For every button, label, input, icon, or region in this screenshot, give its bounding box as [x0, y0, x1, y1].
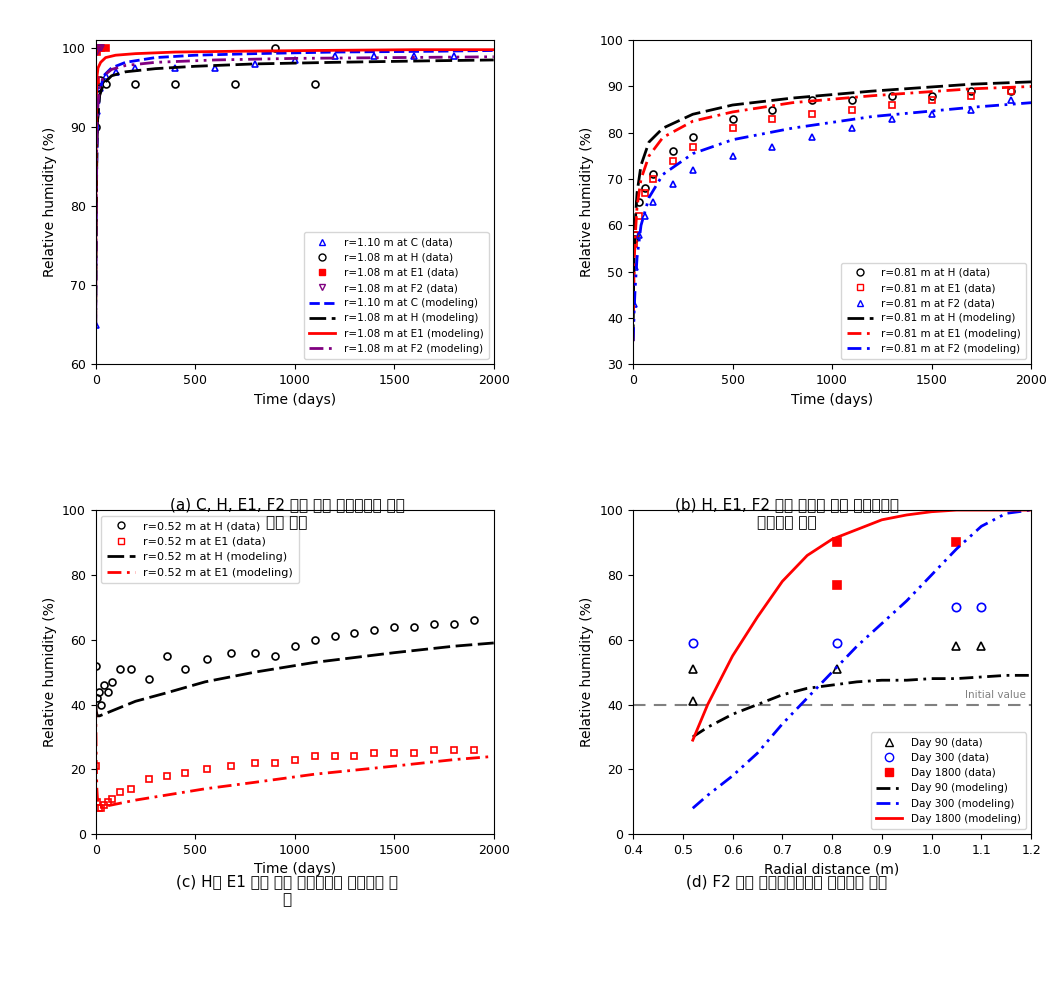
Text: (d) F2 섹션 반경방향에서의 상대습도 분포: (d) F2 섹션 반경방향에서의 상대습도 분포: [686, 874, 888, 889]
Legend: Day 90 (data), Day 300 (data), Day 1800 (data), Day 90 (modeling), Day 300 (mode: Day 90 (data), Day 300 (data), Day 1800 …: [871, 733, 1026, 829]
Y-axis label: Relative humidity (%): Relative humidity (%): [580, 127, 594, 277]
Y-axis label: Relative humidity (%): Relative humidity (%): [43, 597, 56, 748]
X-axis label: Radial distance (m): Radial distance (m): [764, 862, 899, 876]
Text: (a) C, H, E1, F2 섹션 암반 인근에서의 상대
습도 변화: (a) C, H, E1, F2 섹션 암반 인근에서의 상대 습도 변화: [170, 497, 404, 530]
Text: (b) H, E1, F2 섹션 완충재 중간 지점에서의
상대습도 변화: (b) H, E1, F2 섹션 완충재 중간 지점에서의 상대습도 변화: [675, 497, 898, 530]
X-axis label: Time (days): Time (days): [791, 393, 873, 407]
X-axis label: Time (days): Time (days): [254, 862, 336, 876]
Text: (c) H와 E1 섹션 히터 인근에서의 상대습도 변
화: (c) H와 E1 섹션 히터 인근에서의 상대습도 변 화: [176, 874, 398, 907]
Legend: r=1.10 m at C (data), r=1.08 m at H (data), r=1.08 m at E1 (data), r=1.08 m at F: r=1.10 m at C (data), r=1.08 m at H (dat…: [304, 232, 489, 359]
Legend: r=0.52 m at H (data), r=0.52 m at E1 (data), r=0.52 m at H (modeling), r=0.52 m : r=0.52 m at H (data), r=0.52 m at E1 (da…: [101, 516, 299, 584]
Y-axis label: Relative humidity (%): Relative humidity (%): [43, 127, 56, 277]
Text: Initial value: Initial value: [965, 689, 1026, 699]
Legend: r=0.81 m at H (data), r=0.81 m at E1 (data), r=0.81 m at F2 (data), r=0.81 m at : r=0.81 m at H (data), r=0.81 m at E1 (da…: [841, 262, 1026, 359]
Y-axis label: Relative humidity (%): Relative humidity (%): [580, 597, 594, 748]
X-axis label: Time (days): Time (days): [254, 393, 336, 407]
